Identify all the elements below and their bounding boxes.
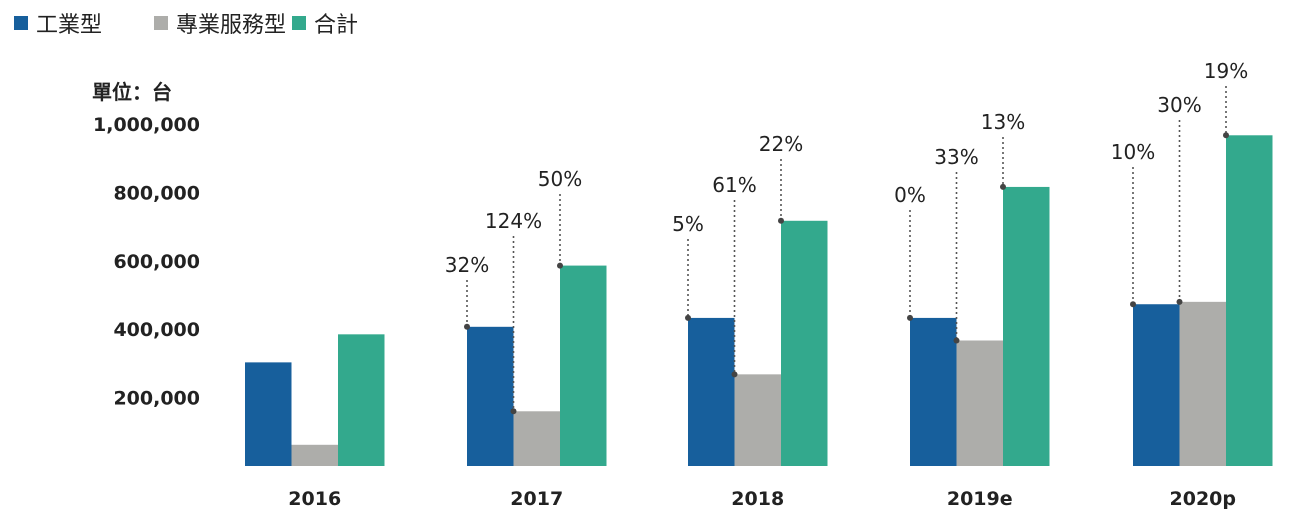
growth-label: 61%: [712, 173, 756, 197]
growth-label: 124%: [485, 209, 542, 233]
legend-label: 合計: [314, 13, 359, 38]
bar: [688, 317, 735, 466]
bar: [338, 334, 385, 466]
bar: [245, 362, 292, 466]
bar: [467, 326, 514, 466]
value-dot: [1176, 298, 1183, 305]
x-tick-label: 2018: [731, 488, 784, 510]
value-dot: [557, 262, 563, 269]
legend-item: 工業型: [14, 7, 102, 39]
value-dot: [907, 314, 913, 321]
legend-label: 工業型: [36, 13, 103, 38]
x-tick-label: 2019e: [947, 488, 1013, 510]
chart-legend: 工業型 專業服務型 合計: [14, 8, 410, 38]
legend-item: 專業服務型: [154, 7, 286, 39]
x-tick-label: 2017: [510, 488, 563, 510]
value-dot: [778, 217, 784, 224]
growth-label: 30%: [1157, 93, 1201, 117]
value-dot: [510, 408, 517, 415]
bar: [1003, 186, 1050, 467]
x-tick-label: 2020p: [1170, 488, 1236, 510]
value-dot: [1000, 183, 1006, 190]
bar: [734, 374, 781, 466]
growth-label: 33%: [934, 145, 978, 169]
value-dot: [685, 314, 691, 321]
y-tick-label: 1,000,000: [93, 114, 200, 136]
bar: [781, 220, 828, 466]
bar: [291, 444, 338, 466]
bar: [956, 340, 1003, 466]
bar: [513, 411, 560, 466]
growth-label: 32%: [445, 253, 489, 277]
y-tick-label: 600,000: [113, 251, 200, 273]
x-tick-label: 2016: [288, 488, 341, 510]
bar: [1226, 135, 1273, 466]
legend-label: 專業服務型: [176, 13, 287, 38]
growth-label: 50%: [538, 167, 582, 191]
y-tick-label: 400,000: [113, 319, 200, 341]
value-dot: [1130, 301, 1136, 308]
value-dot: [731, 371, 738, 378]
bar: [1179, 301, 1226, 466]
legend-swatch: [14, 16, 28, 30]
value-dot: [1223, 132, 1229, 139]
value-dot: [464, 323, 470, 330]
growth-label: 13%: [981, 110, 1025, 134]
bar: [910, 317, 957, 466]
y-tick-label: 200,000: [113, 388, 200, 410]
legend-item: 合計: [292, 7, 358, 39]
value-dot: [953, 337, 960, 344]
growth-label: 22%: [759, 132, 803, 156]
growth-label: 10%: [1111, 140, 1155, 164]
legend-swatch: [154, 16, 169, 30]
bar: [1133, 304, 1180, 466]
growth-label: 5%: [672, 212, 704, 236]
unit-label: 單位：台: [92, 80, 172, 104]
growth-label: 0%: [894, 183, 926, 207]
bar: [560, 265, 607, 466]
y-tick-label: 800,000: [113, 182, 200, 204]
legend-swatch: [292, 16, 307, 30]
growth-label: 19%: [1204, 59, 1248, 83]
